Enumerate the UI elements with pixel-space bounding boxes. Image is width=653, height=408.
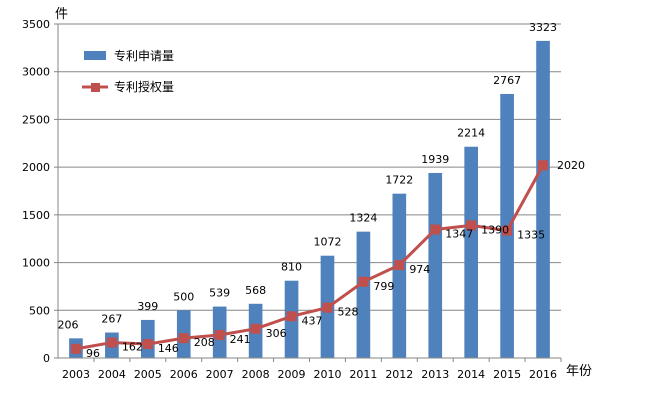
marker-grants-2010: [322, 302, 333, 313]
line-layer: [70, 160, 549, 354]
label-layer: 206 267 399 500 539 568 810 1072 1324 1722 1939 221…: [57, 21, 585, 360]
x-axis-unit-label: 年份: [566, 364, 592, 379]
x-tick-label: 2015: [493, 368, 521, 381]
bar-applications-2013: [428, 172, 443, 358]
data-label-applications: 1939: [421, 153, 449, 166]
marker-grants-2003: [70, 343, 81, 354]
data-label-applications: 1722: [385, 174, 413, 187]
marker-grants-2011: [358, 276, 369, 287]
bar-applications-2016: [536, 40, 550, 358]
data-label-grants: 306: [266, 327, 287, 340]
marker-grants-2006: [178, 333, 189, 344]
y-tick-label: 1500: [22, 209, 50, 222]
x-tick-label: 2014: [457, 368, 485, 381]
x-tick-label: 2011: [349, 368, 377, 381]
data-label-grants: 2020: [557, 159, 585, 172]
x-tick-label: 2007: [206, 368, 234, 381]
y-tick-label: 0: [43, 352, 50, 365]
legend: 专利申请量 专利授权量: [82, 48, 174, 94]
grid-layer: [58, 23, 561, 311]
data-label-grants: 241: [230, 333, 251, 346]
marker-grants-2004: [106, 337, 117, 348]
data-label-applications: 206: [57, 318, 78, 331]
data-label-applications: 267: [101, 313, 122, 326]
x-tick-label: 2010: [313, 368, 341, 381]
x-tick-label: 2008: [242, 368, 270, 381]
line-grants: [75, 164, 545, 351]
data-label-grants: 96: [86, 347, 100, 360]
data-label-applications: 568: [245, 284, 266, 297]
x-tick-label: 2009: [278, 368, 306, 381]
data-label-grants: 437: [302, 314, 323, 327]
x-tick-label: 2005: [134, 368, 162, 381]
marker-grants-2009: [286, 311, 297, 322]
bar-applications-2005: [140, 319, 155, 358]
data-label-applications: 539: [209, 287, 230, 300]
x-tick-label: 2004: [98, 368, 126, 381]
legend-label-grants: 专利授权量: [114, 79, 174, 94]
x-tick-label: 2006: [170, 368, 198, 381]
data-label-grants: 974: [409, 263, 430, 276]
data-label-applications: 2767: [493, 74, 521, 87]
marker-grants-2008: [250, 323, 261, 334]
data-label-applications: 399: [137, 300, 158, 313]
bar-applications-2012: [392, 193, 407, 358]
legend-swatch-marker-grants: [91, 83, 100, 92]
legend-label-applications: 专利申请量: [114, 48, 174, 63]
marker-grants-2012: [394, 260, 405, 271]
bar-applications-2011: [356, 231, 371, 358]
data-label-grants: 162: [122, 341, 143, 354]
y-tick-label: 3000: [22, 66, 50, 79]
data-label-grants: 1390: [481, 223, 509, 236]
data-label-applications: 500: [173, 290, 194, 303]
data-label-applications: 3323: [529, 21, 557, 34]
y-tick-label: 2000: [22, 161, 50, 174]
x-tick-label: 2013: [421, 368, 449, 381]
marker-grants-2013: [430, 224, 441, 235]
data-label-grants: 1347: [445, 227, 473, 240]
marker-grants-2005: [142, 339, 153, 350]
x-tick-label: 2003: [62, 368, 90, 381]
data-label-grants: 146: [158, 342, 179, 355]
y-tick-label: 2500: [22, 113, 50, 126]
data-label-grants: 528: [337, 306, 358, 319]
axis-layer: 0 500 1000 1500 2000 2500 3000 3500 2003 2004 2005…: [22, 18, 562, 381]
x-tick-label: 2012: [385, 368, 413, 381]
y-tick-label: 1000: [22, 257, 50, 270]
marker-grants-2016: [538, 160, 549, 171]
marker-grants-2015: [502, 225, 513, 236]
data-label-applications: 1324: [349, 212, 377, 225]
data-label-applications: 810: [281, 261, 302, 274]
data-label-applications: 1072: [313, 236, 341, 249]
data-label-applications: 2214: [457, 127, 485, 140]
data-label-grants: 1335: [517, 229, 545, 242]
y-axis-unit-label: 件: [55, 7, 68, 22]
data-label-grants: 208: [194, 336, 215, 349]
data-label-grants: 799: [373, 280, 394, 293]
y-tick-label: 3500: [22, 18, 50, 31]
bar-applications-2014: [464, 146, 479, 358]
legend-swatch-applications: [84, 51, 106, 60]
y-tick-label: 500: [29, 304, 50, 317]
marker-grants-2014: [466, 220, 477, 231]
x-tick-label: 2016: [529, 368, 557, 381]
marker-grants-2007: [214, 330, 225, 341]
